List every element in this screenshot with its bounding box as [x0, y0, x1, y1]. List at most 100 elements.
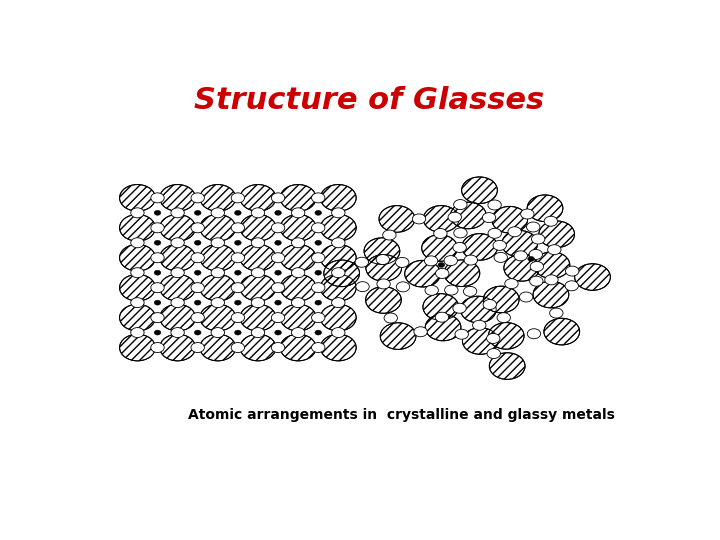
Circle shape: [235, 270, 241, 275]
Circle shape: [150, 223, 164, 233]
Circle shape: [423, 206, 459, 232]
Circle shape: [251, 238, 265, 248]
Circle shape: [275, 330, 282, 335]
Circle shape: [240, 305, 276, 331]
Circle shape: [414, 327, 427, 337]
Circle shape: [438, 262, 445, 267]
Circle shape: [240, 245, 276, 271]
Circle shape: [280, 214, 316, 241]
Circle shape: [154, 300, 161, 305]
Circle shape: [332, 208, 345, 218]
Circle shape: [433, 228, 447, 239]
Circle shape: [426, 314, 461, 341]
Circle shape: [436, 268, 449, 279]
Circle shape: [120, 214, 156, 241]
Circle shape: [530, 261, 544, 272]
Circle shape: [211, 328, 225, 338]
Text: Atomic arrangements in  crystalline and glassy metals: Atomic arrangements in crystalline and g…: [188, 408, 615, 422]
Circle shape: [521, 209, 534, 219]
Circle shape: [150, 193, 164, 203]
Circle shape: [451, 202, 486, 229]
Circle shape: [453, 303, 467, 313]
Circle shape: [320, 185, 356, 211]
Circle shape: [120, 274, 156, 301]
Circle shape: [462, 234, 498, 260]
Circle shape: [461, 296, 496, 323]
Circle shape: [160, 214, 195, 241]
Circle shape: [483, 286, 519, 313]
Circle shape: [211, 208, 225, 218]
Circle shape: [464, 286, 477, 296]
Circle shape: [332, 298, 345, 308]
Circle shape: [528, 256, 534, 261]
Circle shape: [200, 245, 235, 271]
Circle shape: [454, 200, 467, 210]
Circle shape: [280, 185, 316, 211]
Circle shape: [154, 211, 161, 215]
Circle shape: [235, 330, 241, 335]
Circle shape: [160, 274, 195, 301]
Circle shape: [191, 342, 204, 353]
Circle shape: [251, 298, 265, 308]
Circle shape: [231, 253, 245, 263]
Circle shape: [504, 254, 539, 281]
Circle shape: [240, 334, 276, 361]
Circle shape: [292, 268, 305, 278]
Circle shape: [424, 256, 438, 266]
Circle shape: [366, 287, 401, 313]
Circle shape: [231, 313, 245, 322]
Circle shape: [292, 238, 305, 248]
Circle shape: [482, 213, 496, 222]
Circle shape: [231, 193, 245, 203]
Circle shape: [275, 240, 282, 245]
Circle shape: [211, 268, 225, 278]
Circle shape: [315, 270, 322, 275]
Circle shape: [462, 177, 498, 204]
Circle shape: [171, 238, 184, 248]
Circle shape: [131, 268, 144, 278]
Circle shape: [120, 334, 156, 361]
Circle shape: [315, 211, 322, 215]
Circle shape: [453, 242, 467, 253]
Circle shape: [425, 285, 438, 295]
Circle shape: [171, 328, 184, 338]
Circle shape: [565, 266, 579, 276]
Circle shape: [312, 313, 325, 322]
Circle shape: [320, 245, 356, 271]
Circle shape: [200, 185, 235, 211]
Circle shape: [379, 206, 415, 232]
Circle shape: [497, 313, 510, 323]
Circle shape: [502, 231, 538, 257]
Circle shape: [171, 208, 184, 218]
Circle shape: [527, 195, 563, 221]
Circle shape: [549, 308, 563, 318]
Circle shape: [240, 274, 276, 301]
Circle shape: [150, 342, 164, 353]
Circle shape: [271, 253, 284, 263]
Circle shape: [271, 313, 284, 322]
Circle shape: [320, 334, 356, 361]
Circle shape: [472, 320, 486, 330]
Circle shape: [320, 214, 356, 241]
Circle shape: [150, 282, 164, 293]
Circle shape: [565, 281, 578, 291]
Circle shape: [530, 276, 543, 286]
Circle shape: [231, 223, 245, 233]
Circle shape: [380, 323, 416, 349]
Circle shape: [315, 330, 322, 335]
Circle shape: [271, 282, 284, 293]
Circle shape: [131, 208, 144, 218]
Circle shape: [150, 313, 164, 322]
Circle shape: [251, 328, 265, 338]
Circle shape: [235, 211, 241, 215]
Circle shape: [454, 228, 467, 238]
Circle shape: [211, 238, 225, 248]
Circle shape: [191, 313, 204, 322]
Circle shape: [487, 334, 500, 343]
Circle shape: [539, 221, 575, 247]
Circle shape: [527, 329, 541, 339]
Circle shape: [194, 211, 201, 215]
Circle shape: [240, 214, 276, 241]
Circle shape: [160, 185, 195, 211]
Circle shape: [483, 300, 497, 309]
